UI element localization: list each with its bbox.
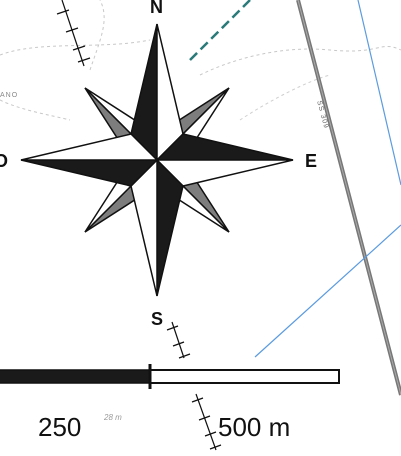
elevation-label: 28 m bbox=[104, 413, 122, 422]
compass-west-label: O bbox=[0, 151, 9, 171]
scale-label-mid: 250 bbox=[38, 412, 82, 442]
stream-line-2 bbox=[254, 224, 401, 358]
trail-line bbox=[189, 0, 251, 61]
road-centerline bbox=[297, 0, 401, 396]
compass-rose bbox=[20, 23, 294, 297]
railway-bottom bbox=[191, 393, 222, 451]
dashed-path-top bbox=[89, 0, 105, 71]
dashed-path-lower-left bbox=[0, 99, 71, 121]
dashed-path-left bbox=[0, 39, 151, 56]
railway-top bbox=[56, 0, 91, 67]
compass-north-label: N bbox=[150, 0, 163, 17]
stream-line-1 bbox=[357, 0, 401, 186]
scale-bar-dark-segment bbox=[0, 369, 151, 384]
compass-east-label: E bbox=[305, 151, 318, 171]
dashed-path-right bbox=[199, 46, 401, 76]
railway-mid bbox=[166, 321, 191, 359]
compass-west-light bbox=[20, 133, 159, 161]
dashed-path-right-mid bbox=[239, 74, 331, 121]
scale-bar-light-segment bbox=[149, 369, 340, 384]
compass-south-label: S bbox=[151, 309, 164, 329]
scale-label-end: 500 m bbox=[218, 412, 291, 442]
place-name-fragment: ANO bbox=[0, 92, 19, 99]
compass-cardinals bbox=[20, 23, 294, 297]
scale-bar bbox=[0, 364, 340, 389]
